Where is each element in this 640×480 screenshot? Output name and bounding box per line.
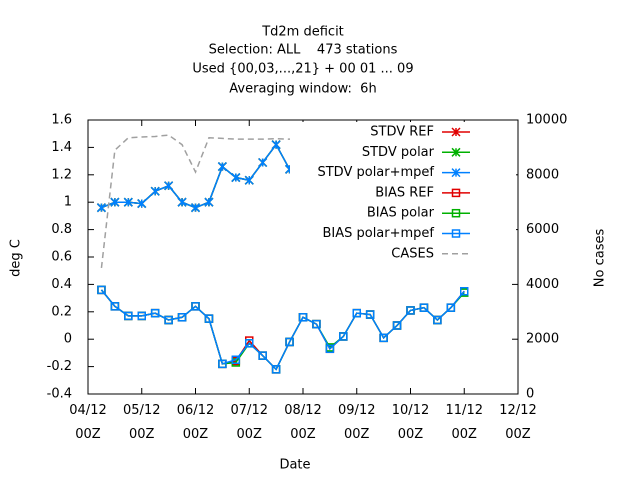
- point-marker: [110, 197, 120, 207]
- point-marker: [137, 199, 147, 209]
- point-marker: [379, 333, 388, 343]
- y-tick-label: 1.4: [51, 140, 72, 155]
- point-marker: [124, 311, 133, 321]
- legend-box: [290, 122, 516, 262]
- point-marker: [451, 208, 461, 218]
- legend-label: BIAS polar: [367, 206, 435, 221]
- point-marker: [150, 308, 160, 318]
- point-marker: [451, 229, 461, 238]
- chart-subtitle: Selection: ALL 473 stations: [209, 43, 398, 58]
- point-marker: [406, 306, 415, 315]
- point-marker: [97, 285, 106, 295]
- point-marker: [204, 197, 214, 207]
- point-marker: [365, 310, 375, 319]
- y-tick-label: -0.4: [47, 387, 72, 402]
- point-marker: [217, 162, 227, 172]
- point-marker: [312, 319, 321, 329]
- chart-subtitle: Used {00,03,...,21} + 00 01 ... 09: [192, 62, 413, 77]
- point-marker: [451, 168, 461, 178]
- point-marker: [164, 315, 173, 325]
- x-tick-label: 04/12 00Z: [69, 403, 106, 442]
- x-axis-label: Date: [279, 458, 310, 473]
- x-tick-label: 07/12 00Z: [231, 403, 268, 442]
- chart-subtitle: Averaging window: 6h: [229, 82, 376, 97]
- legend-label: BIAS polar+mpef: [322, 226, 434, 241]
- point-marker: [123, 197, 133, 207]
- point-marker: [191, 302, 200, 311]
- point-marker: [231, 355, 241, 364]
- y-tick-label: 0.6: [51, 250, 72, 265]
- y2-axis-label: No cases: [593, 229, 608, 288]
- point-marker: [271, 365, 281, 374]
- legend-label: CASES: [391, 246, 434, 261]
- point-marker: [177, 313, 187, 322]
- x-tick-label: 08/12 00Z: [284, 403, 321, 442]
- point-marker: [325, 344, 335, 354]
- point-marker: [204, 314, 214, 323]
- chart-title: Td2m deficit: [261, 25, 344, 40]
- x-tick-label: 12/12 00Z: [499, 403, 536, 442]
- x-tick-label: 10/12 00Z: [392, 403, 429, 442]
- point-marker: [177, 197, 187, 207]
- point-marker: [245, 339, 254, 348]
- y-tick-label: 1: [64, 195, 72, 210]
- legend-label: STDV polar+mpef: [317, 165, 434, 180]
- y-tick-label: 0.2: [51, 304, 72, 319]
- point-marker: [446, 303, 456, 312]
- point-marker: [96, 203, 106, 213]
- point-marker: [137, 311, 146, 321]
- y-tick-label: 0.8: [51, 222, 72, 237]
- point-marker: [419, 303, 429, 312]
- point-marker: [258, 157, 268, 168]
- legend-label: BIAS REF: [375, 185, 434, 200]
- plot-frame: [87, 119, 519, 395]
- point-marker: [150, 186, 160, 196]
- point-marker: [451, 127, 461, 137]
- series-line: [100, 289, 465, 371]
- x-tick-label: 09/12 00Z: [338, 403, 375, 442]
- point-marker: [460, 287, 469, 296]
- point-marker: [231, 173, 241, 183]
- point-marker: [451, 147, 461, 157]
- point-marker: [298, 313, 308, 322]
- point-marker: [190, 203, 201, 213]
- point-marker: [110, 302, 120, 311]
- point-marker: [451, 188, 461, 198]
- x-tick-label: 05/12 00Z: [123, 403, 160, 442]
- y-axis-label: deg C: [9, 239, 24, 277]
- legend-label: STDV polar: [362, 145, 435, 160]
- y2-tick-label: 8000: [526, 167, 559, 182]
- y-tick-label: 1.6: [51, 113, 72, 128]
- y-tick-label: -0.2: [47, 359, 72, 374]
- point-marker: [218, 359, 227, 369]
- point-marker: [271, 140, 281, 150]
- point-marker: [244, 175, 254, 185]
- point-marker: [352, 308, 361, 318]
- y2-tick-label: 10000: [526, 113, 567, 128]
- legend-label: STDV REF: [370, 125, 434, 140]
- point-marker: [285, 337, 294, 347]
- y-tick-label: 0.4: [51, 277, 72, 292]
- y-tick-label: 0: [64, 332, 72, 347]
- y2-tick-label: 4000: [526, 277, 559, 292]
- point-marker: [392, 321, 402, 330]
- x-tick-label: 06/12 00Z: [177, 403, 214, 442]
- y2-tick-label: 6000: [526, 222, 559, 237]
- y2-tick-label: 2000: [526, 332, 559, 347]
- point-marker: [433, 315, 442, 325]
- point-marker: [339, 332, 348, 341]
- point-marker: [164, 181, 174, 191]
- series-line: [100, 134, 465, 269]
- y2-tick-label: 0: [526, 387, 534, 402]
- y-tick-label: 1.2: [51, 167, 72, 182]
- x-tick-label: 11/12 00Z: [446, 403, 483, 442]
- point-marker: [258, 351, 267, 360]
